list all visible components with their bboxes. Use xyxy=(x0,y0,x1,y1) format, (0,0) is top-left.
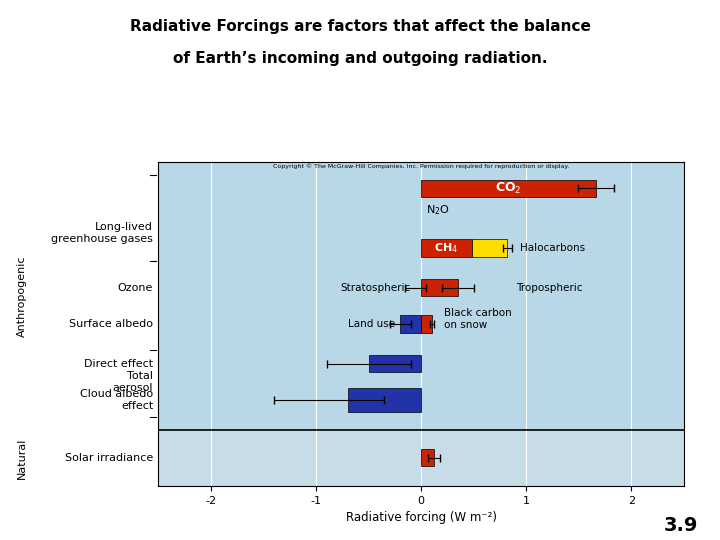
Bar xyxy=(369,355,421,372)
Bar xyxy=(421,180,595,197)
Text: Copyright © The McGraw-Hill Companies, Inc. Permission required for reproduction: Copyright © The McGraw-Hill Companies, I… xyxy=(273,164,570,169)
Text: CH$_4$: CH$_4$ xyxy=(434,241,459,255)
Bar xyxy=(421,239,472,256)
Text: Surface albedo: Surface albedo xyxy=(69,319,153,329)
Text: Land use: Land use xyxy=(348,319,395,329)
Text: Radiative Forcings are factors that affect the balance: Radiative Forcings are factors that affe… xyxy=(130,19,590,34)
Bar xyxy=(421,279,458,296)
Text: Long-lived
greenhouse gases: Long-lived greenhouse gases xyxy=(51,222,153,244)
Bar xyxy=(348,388,421,411)
Text: Direct effect: Direct effect xyxy=(84,359,153,369)
Text: Halocarbons: Halocarbons xyxy=(520,243,585,253)
Text: Natural: Natural xyxy=(17,437,27,478)
Text: Stratospheric: Stratospheric xyxy=(341,282,410,293)
Text: 3.9: 3.9 xyxy=(664,516,698,535)
Text: Solar irradiance: Solar irradiance xyxy=(65,453,153,463)
Text: Anthropogenic: Anthropogenic xyxy=(17,255,27,336)
Bar xyxy=(421,315,432,333)
Bar xyxy=(400,315,421,333)
Text: Total
aerosol: Total aerosol xyxy=(112,371,153,393)
Text: Ozone: Ozone xyxy=(118,282,153,293)
Bar xyxy=(421,449,434,467)
Text: of Earth’s incoming and outgoing radiation.: of Earth’s incoming and outgoing radiati… xyxy=(173,51,547,66)
Text: Black carbon
on snow: Black carbon on snow xyxy=(444,308,512,330)
Text: CO$_2$: CO$_2$ xyxy=(495,181,522,196)
Bar xyxy=(472,239,508,256)
Text: Cloud albedo
effect: Cloud albedo effect xyxy=(80,389,153,411)
Text: Tropospheric: Tropospheric xyxy=(516,282,582,293)
X-axis label: Radiative forcing (W m⁻²): Radiative forcing (W m⁻²) xyxy=(346,511,497,524)
Bar xyxy=(158,430,684,486)
Text: N$_2$O: N$_2$O xyxy=(426,202,450,217)
